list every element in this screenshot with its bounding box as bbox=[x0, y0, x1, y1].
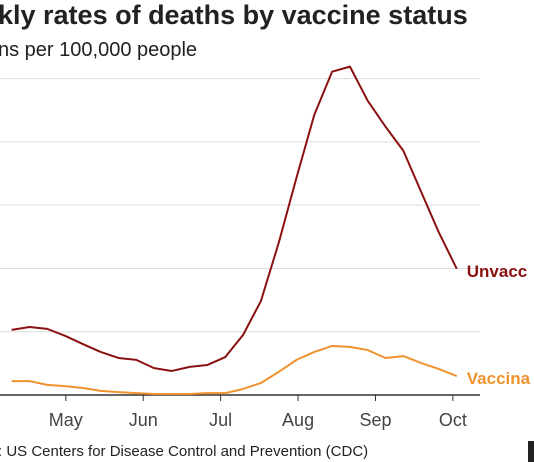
x-tick-label: Aug bbox=[282, 410, 314, 430]
x-tick-label: May bbox=[49, 410, 83, 430]
x-tick-label: Jul bbox=[209, 410, 232, 430]
series-label: Vaccina bbox=[467, 369, 531, 388]
x-tick-label: Sep bbox=[359, 410, 391, 430]
source: : US Centers for Disease Control and Pre… bbox=[0, 443, 368, 460]
logo-mark bbox=[528, 441, 534, 462]
x-tick-label: Oct bbox=[439, 410, 467, 430]
series-line bbox=[11, 344, 458, 396]
chart-title: kly rates of deaths by vaccine status bbox=[0, 0, 468, 30]
x-tick-label: Jun bbox=[129, 410, 158, 430]
series-label: Unvacc bbox=[467, 262, 527, 281]
series-line bbox=[11, 65, 458, 372]
chart-subtitle: ns per 100,000 people bbox=[0, 39, 197, 61]
